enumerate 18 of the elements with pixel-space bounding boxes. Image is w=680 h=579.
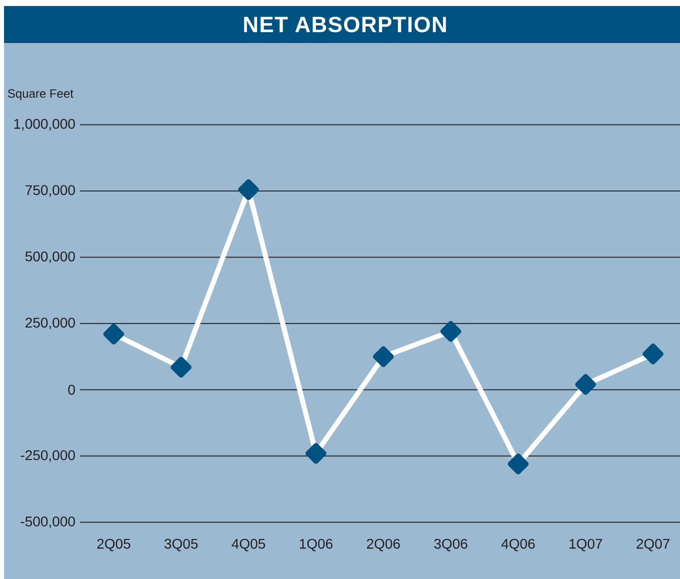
x-tick-label: 3Q05 <box>164 538 198 552</box>
y-tick-label: 750,000 <box>26 185 75 197</box>
y-tick-label: 500,000 <box>25 251 75 264</box>
x-tick-label: 1Q06 <box>300 538 332 552</box>
x-tick-label: 2Q06 <box>366 538 400 552</box>
chart-title: NET ABSORPTION <box>244 16 446 32</box>
x-tick-label: 1Q07 <box>570 538 602 552</box>
y-axis-title: Square Feet <box>8 89 74 100</box>
x-tick-label: 2Q07 <box>636 538 670 552</box>
y-tick-label: -500,000 <box>20 516 75 528</box>
y-tick-label: 0 <box>68 384 75 395</box>
x-tick-label: 3Q06 <box>434 538 468 552</box>
x-tick-label: 4Q05 <box>232 538 266 552</box>
y-tick-label: 1,000,000 <box>14 118 75 130</box>
y-tick-label: -250,000 <box>20 450 75 462</box>
x-tick-label: 2Q05 <box>97 538 130 552</box>
y-tick-label: 250,000 <box>26 318 75 330</box>
x-tick-label: 4Q06 <box>501 538 535 552</box>
